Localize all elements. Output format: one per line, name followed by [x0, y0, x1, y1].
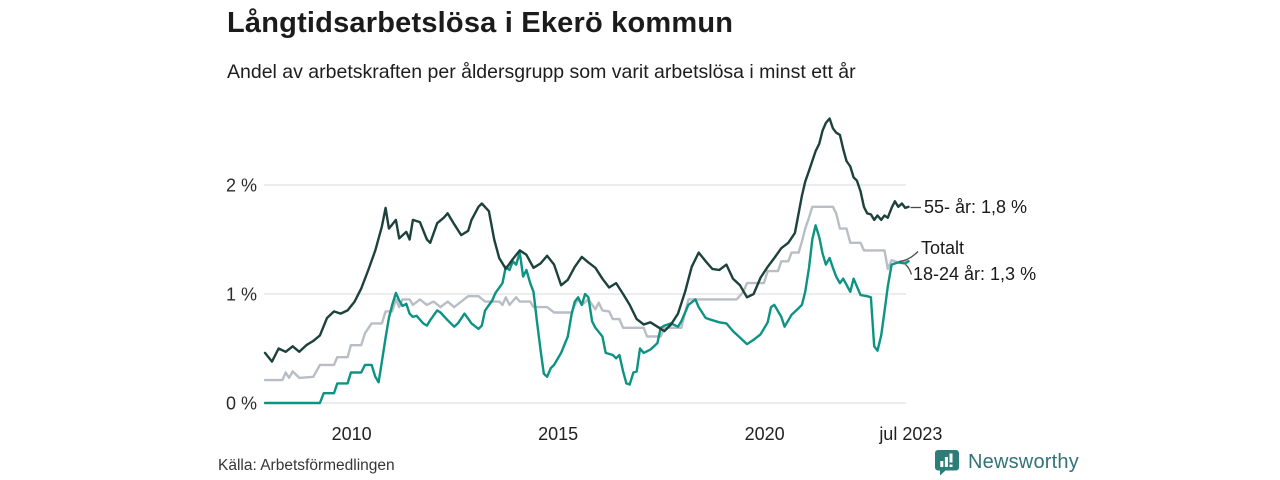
chart-subtitle: Andel av arbetskraften per åldersgrupp s…: [227, 61, 856, 83]
y-tick-label: 2 %: [226, 176, 257, 196]
series-end-label-totalt: Totalt: [921, 238, 965, 258]
x-axis-tick-labels: 2010 2015 2020 jul 2023: [332, 424, 943, 444]
x-tick-label: 2020: [745, 424, 785, 444]
y-axis-tick-labels: 0 % 1 % 2 %: [226, 176, 257, 414]
page-title: Långtidsarbetslösa i Ekerö kommun: [227, 7, 734, 39]
series-line-55-r: [263, 117, 910, 363]
y-tick-label: 1 %: [226, 285, 257, 305]
series-end-label-18-24: 18-24 år: 1,3 %: [913, 264, 1037, 284]
label-connectors: [898, 206, 921, 275]
bar-chart-bubble-icon: [935, 450, 959, 476]
x-tick-label: 2015: [538, 424, 578, 444]
x-tick-label: jul 2023: [878, 424, 942, 444]
brand-logo: Newsworthy: [934, 449, 1079, 476]
series-end-label-55: 55- år: 1,8 %: [924, 197, 1028, 217]
source-attribution: Källa: Arbetsförmedlingen: [218, 457, 395, 474]
series-line-18-24-r: [263, 224, 910, 405]
y-tick-label: 0 %: [226, 394, 257, 414]
series-lines: [263, 117, 910, 405]
connector-18-24-icon: [905, 264, 913, 275]
connector-totalt-icon: [898, 251, 919, 263]
brand-name: Newsworthy: [968, 451, 1079, 473]
x-tick-label: 2010: [332, 424, 372, 444]
